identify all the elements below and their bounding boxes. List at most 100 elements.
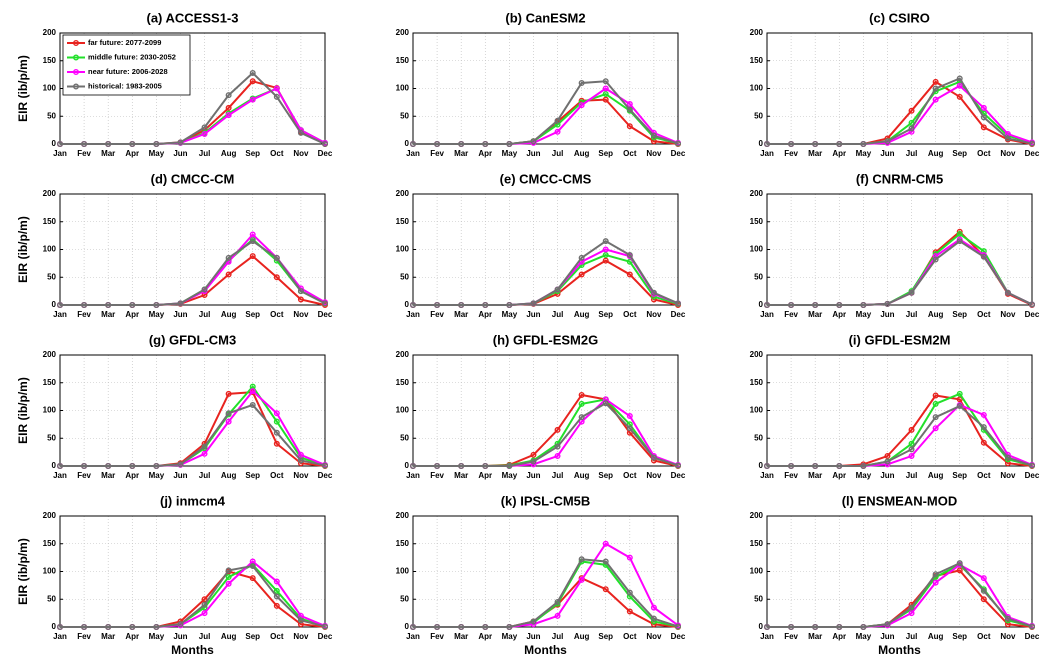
x-tick-label: Jan bbox=[406, 310, 420, 319]
x-tick-label: Fev bbox=[430, 149, 444, 158]
x-tick-label: Apr bbox=[478, 149, 492, 158]
x-tick-label: Jul bbox=[552, 632, 564, 641]
x-tick-label: May bbox=[502, 632, 518, 641]
data-point bbox=[602, 91, 609, 98]
data-point bbox=[105, 624, 112, 631]
data-point bbox=[626, 589, 633, 596]
data-point bbox=[884, 138, 891, 145]
y-tick-label: 50 bbox=[754, 111, 763, 120]
data-point bbox=[956, 396, 963, 403]
x-tick-label: Apr bbox=[832, 471, 846, 480]
data-point bbox=[322, 623, 329, 630]
x-tick-label: May bbox=[856, 149, 872, 158]
y-tick-label: 150 bbox=[396, 56, 410, 65]
y-tick-label: 200 bbox=[750, 511, 764, 520]
data-point bbox=[530, 618, 537, 625]
data-point bbox=[578, 414, 585, 421]
y-tick-label: 100 bbox=[43, 84, 57, 93]
data-point bbox=[1028, 140, 1035, 147]
chart-title: (a) ACCESS1-3 bbox=[147, 10, 239, 25]
data-point bbox=[932, 414, 939, 421]
data-point bbox=[980, 411, 987, 418]
y-tick-label: 200 bbox=[396, 511, 410, 520]
x-tick-label: Jan bbox=[406, 471, 420, 480]
data-point bbox=[273, 93, 280, 100]
data-point bbox=[836, 463, 843, 470]
data-point bbox=[201, 443, 208, 450]
x-tick-label: Jul bbox=[199, 149, 211, 158]
x-axis-label: Months bbox=[171, 643, 214, 657]
data-point bbox=[129, 302, 136, 309]
data-point bbox=[626, 608, 633, 615]
plot-frame bbox=[412, 515, 679, 628]
y-tick-label: 150 bbox=[396, 378, 410, 387]
data-point bbox=[980, 587, 987, 594]
legend-marker bbox=[72, 40, 79, 47]
plot-frame bbox=[412, 193, 679, 306]
data-point bbox=[908, 125, 915, 132]
series-line bbox=[767, 239, 1033, 306]
chart-title: (h) GFDL-ESM2G bbox=[493, 332, 598, 347]
x-axis-label: Months bbox=[878, 643, 921, 657]
x-tick-label: Dec bbox=[318, 632, 333, 641]
y-tick-label: 150 bbox=[43, 378, 57, 387]
data-point bbox=[153, 624, 160, 631]
data-point bbox=[884, 300, 891, 307]
y-tick-label: 150 bbox=[396, 217, 410, 226]
data-point bbox=[177, 139, 184, 146]
data-point bbox=[129, 463, 136, 470]
data-point bbox=[812, 463, 819, 470]
x-tick-label: Mar bbox=[454, 632, 468, 641]
x-tick-label: Nov bbox=[293, 149, 309, 158]
data-point bbox=[410, 624, 417, 631]
data-point bbox=[249, 401, 256, 408]
y-tick-label: 150 bbox=[750, 56, 764, 65]
data-point bbox=[860, 140, 867, 147]
data-point bbox=[956, 82, 963, 89]
x-tick-label: Jun bbox=[880, 632, 894, 641]
data-point bbox=[602, 396, 609, 403]
data-point bbox=[1004, 615, 1011, 622]
x-tick-label: Nov bbox=[646, 632, 662, 641]
data-point bbox=[626, 252, 633, 259]
data-point bbox=[956, 93, 963, 100]
data-point bbox=[297, 296, 304, 303]
legend-label: far future: 2077-2099 bbox=[88, 38, 161, 47]
x-tick-label: May bbox=[502, 310, 518, 319]
x-tick-label: Jan bbox=[406, 632, 420, 641]
data-point bbox=[1004, 135, 1011, 142]
data-point bbox=[506, 463, 513, 470]
y-tick-label: 200 bbox=[396, 350, 410, 359]
y-tick-label: 50 bbox=[400, 272, 409, 281]
x-tick-label: Jul bbox=[199, 632, 211, 641]
x-tick-label: Jul bbox=[906, 632, 918, 641]
data-point bbox=[908, 453, 915, 460]
y-tick-label: 50 bbox=[754, 272, 763, 281]
data-point bbox=[764, 624, 771, 631]
legend-marker bbox=[72, 68, 79, 75]
data-point bbox=[980, 439, 987, 446]
y-tick-label: 0 bbox=[759, 622, 764, 631]
data-point bbox=[273, 593, 280, 600]
data-point bbox=[626, 554, 633, 561]
data-point bbox=[764, 140, 771, 147]
data-point bbox=[602, 246, 609, 253]
data-point bbox=[1028, 462, 1035, 469]
data-point bbox=[129, 624, 136, 631]
y-tick-label: 50 bbox=[400, 433, 409, 442]
data-point bbox=[249, 69, 256, 76]
x-tick-label: Sep bbox=[598, 310, 613, 319]
x-tick-label: Jun bbox=[173, 149, 187, 158]
x-tick-label: Aug bbox=[574, 632, 590, 641]
data-point bbox=[860, 302, 867, 309]
data-point bbox=[273, 429, 280, 436]
data-point bbox=[249, 238, 256, 245]
x-tick-label: Jul bbox=[199, 310, 211, 319]
plot-frame bbox=[766, 32, 1033, 145]
data-point bbox=[908, 289, 915, 296]
data-point bbox=[626, 271, 633, 278]
data-point bbox=[249, 388, 256, 395]
data-point bbox=[153, 463, 160, 470]
y-axis-label: EIR (ib/p/m) bbox=[16, 216, 30, 283]
x-tick-label: Sep bbox=[245, 471, 260, 480]
